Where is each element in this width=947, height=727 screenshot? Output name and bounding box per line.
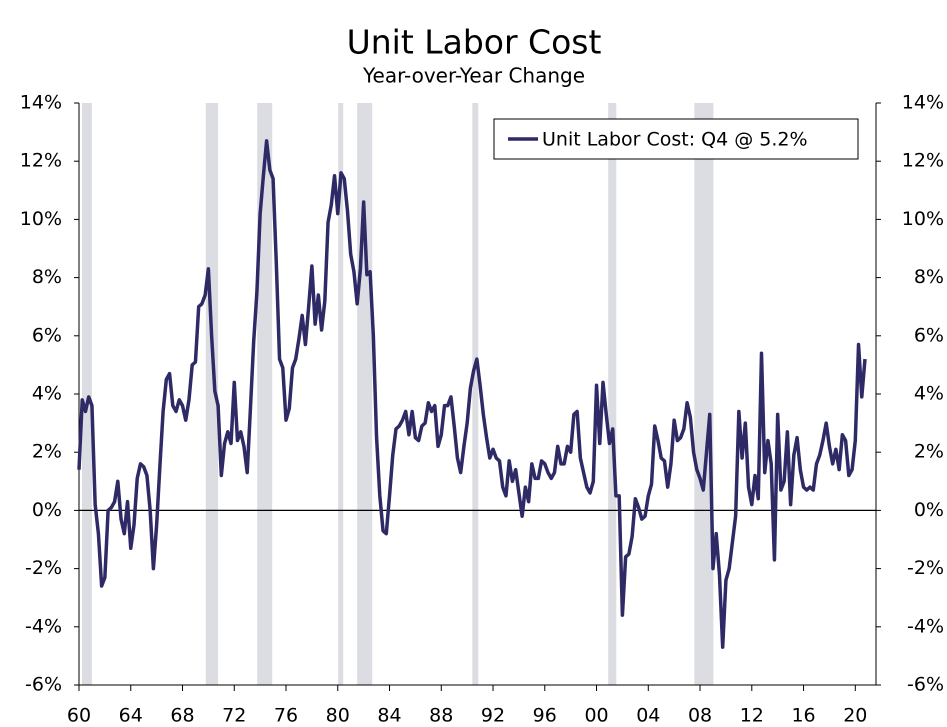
series-line	[77, 139, 867, 649]
legend-label: Unit Labor Cost: Q4 @ 5.2%	[542, 129, 808, 151]
y-tick-label: 14%	[20, 92, 62, 114]
y2-tick-label: -2%	[907, 557, 944, 579]
shaded-period	[694, 103, 714, 685]
shaded-period	[205, 103, 219, 685]
y-tick-label: 12%	[20, 150, 62, 172]
x-tick-label: 16	[791, 705, 815, 727]
y-tick-label: -2%	[25, 557, 62, 579]
x-tick-label: 92	[481, 705, 505, 727]
y2-tick-label: 2%	[914, 441, 944, 463]
x-tick-label: 64	[119, 705, 143, 727]
x-tick-label: 20	[843, 705, 867, 727]
y2-tick-label: 4%	[914, 383, 944, 405]
chart-subtitle: Year-over-Year Change	[362, 64, 585, 88]
x-tick-label: 04	[636, 705, 660, 727]
x-tick-label: 12	[740, 705, 764, 727]
x-tick-label: 80	[326, 705, 350, 727]
y-tick-label: -4%	[25, 615, 62, 637]
y-tick-label: 8%	[32, 266, 62, 288]
shaded-period	[608, 103, 617, 685]
x-tick-label: 60	[67, 705, 91, 727]
x-tick-label: 96	[533, 705, 557, 727]
x-tick-label: 00	[584, 705, 608, 727]
y-tick-label: 2%	[32, 441, 62, 463]
shaded-period	[338, 103, 344, 685]
y2-tick-label: 14%	[902, 92, 944, 114]
x-tick-label: 84	[377, 705, 401, 727]
x-tick-label: 76	[274, 705, 298, 727]
shaded-period	[472, 103, 479, 685]
y-tick-label: 0%	[32, 499, 62, 521]
x-tick-label: 08	[688, 705, 712, 727]
y-tick-label: -6%	[25, 674, 62, 696]
y2-tick-label: 10%	[902, 208, 944, 230]
chart-title: Unit Labor Cost	[347, 23, 602, 62]
y-tick-label: 4%	[32, 383, 62, 405]
y-tick-label: 6%	[32, 324, 62, 346]
y2-tick-label: 8%	[914, 266, 944, 288]
y2-tick-label: -4%	[907, 615, 944, 637]
x-tick-label: 68	[170, 705, 194, 727]
shaded-period	[257, 103, 273, 685]
shaded-period	[357, 103, 373, 685]
y2-tick-label: 12%	[902, 150, 944, 172]
legend-box	[493, 118, 859, 160]
shaded-period	[81, 103, 92, 685]
x-tick-label: 72	[222, 705, 246, 727]
y2-tick-label: -6%	[907, 674, 944, 696]
y2-tick-label: 6%	[914, 324, 944, 346]
x-tick-label: 88	[429, 705, 453, 727]
y2-tick-label: 0%	[914, 499, 944, 521]
y-tick-label: 10%	[20, 208, 62, 230]
